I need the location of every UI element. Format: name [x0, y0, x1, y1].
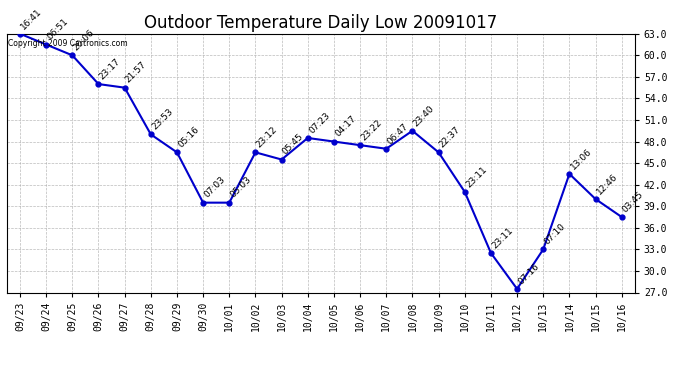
Text: 23:17: 23:17 — [98, 57, 122, 81]
Text: 23:53: 23:53 — [150, 107, 175, 132]
Text: Copyright 2009 Cartronics.com: Copyright 2009 Cartronics.com — [8, 39, 127, 48]
Text: 03:45: 03:45 — [621, 190, 645, 214]
Text: 07:10: 07:10 — [542, 222, 567, 247]
Text: 12:46: 12:46 — [595, 172, 619, 196]
Text: 22:37: 22:37 — [437, 125, 462, 150]
Text: 23:11: 23:11 — [490, 226, 515, 250]
Text: 20:06: 20:06 — [72, 28, 96, 53]
Text: 05:45: 05:45 — [281, 132, 306, 157]
Text: 21:57: 21:57 — [124, 60, 148, 85]
Text: 07:03: 07:03 — [202, 175, 227, 200]
Text: 07:16: 07:16 — [516, 261, 541, 286]
Text: 05:03: 05:03 — [228, 175, 253, 200]
Text: 23:11: 23:11 — [464, 165, 489, 189]
Text: 07:23: 07:23 — [307, 111, 331, 135]
Text: 06:47: 06:47 — [386, 122, 410, 146]
Text: 13:06: 13:06 — [569, 147, 593, 171]
Text: 23:22: 23:22 — [359, 118, 384, 142]
Title: Outdoor Temperature Daily Low 20091017: Outdoor Temperature Daily Low 20091017 — [144, 14, 497, 32]
Text: 04:17: 04:17 — [333, 114, 357, 139]
Text: 23:12: 23:12 — [255, 125, 279, 150]
Text: 16:41: 16:41 — [19, 6, 43, 31]
Text: 05:16: 05:16 — [176, 125, 201, 150]
Text: 23:40: 23:40 — [412, 104, 436, 128]
Text: 06:51: 06:51 — [46, 17, 70, 42]
